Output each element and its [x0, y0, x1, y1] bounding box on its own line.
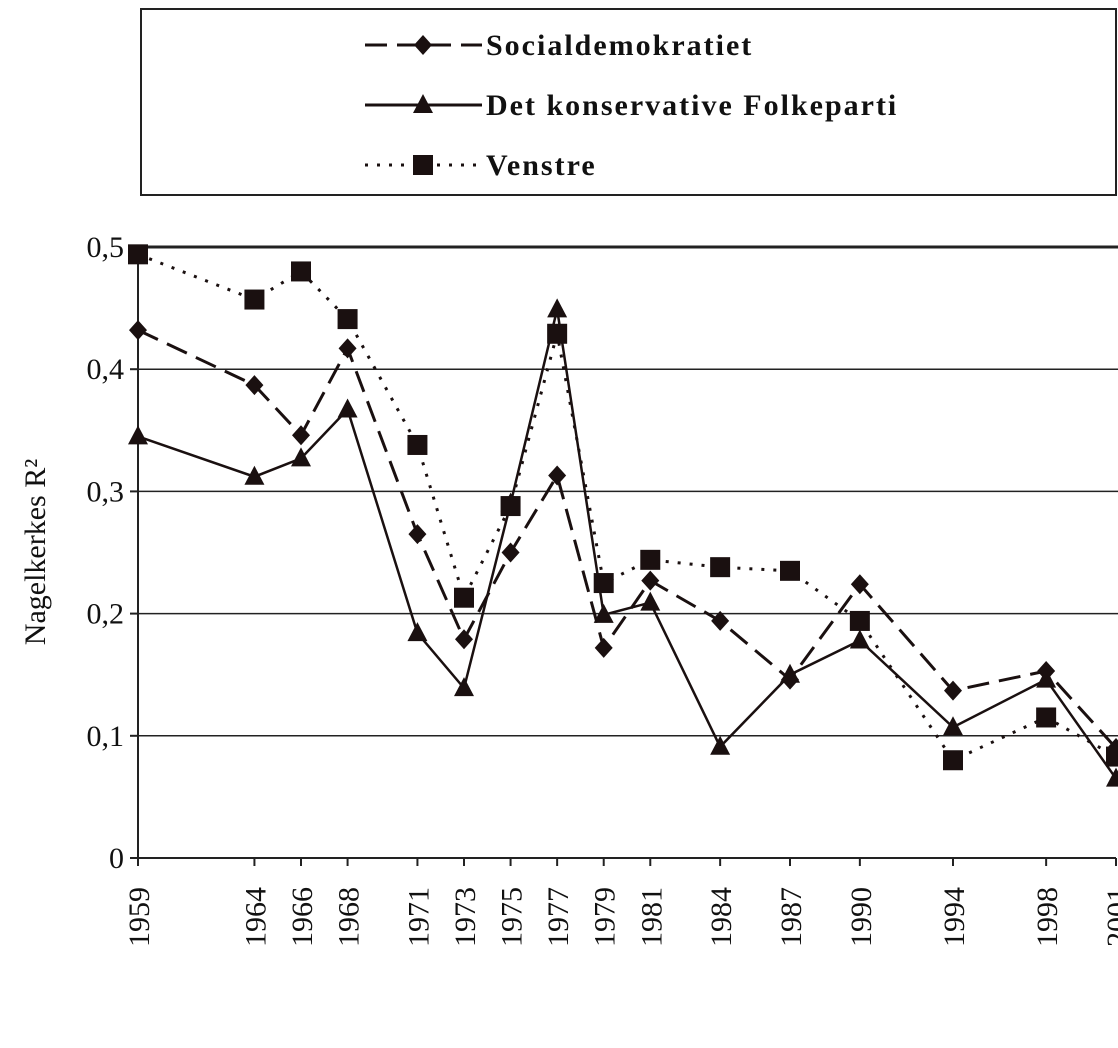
y-tick-label: 0,2	[87, 598, 125, 631]
x-tick-label: 1987	[775, 887, 808, 947]
data-point	[780, 560, 800, 581]
data-point	[500, 496, 521, 517]
data-point	[547, 323, 568, 344]
series-line	[137, 328, 1118, 750]
x-tick-label: 1981	[635, 887, 668, 947]
x-tick-label: 1971	[402, 887, 435, 947]
x-tick-label: 1973	[449, 887, 482, 947]
data-point	[548, 465, 567, 486]
data-point	[710, 557, 731, 578]
data-point	[245, 375, 264, 396]
legend-marker	[413, 94, 433, 113]
y-tick-label: 0,5	[87, 231, 125, 264]
x-tick-label: 1990	[845, 887, 878, 947]
legend-box	[140, 8, 1117, 196]
data-point	[407, 434, 428, 455]
x-tick-label: 1984	[705, 887, 738, 947]
data-point	[337, 309, 358, 330]
data-point	[711, 610, 730, 631]
data-point	[292, 425, 310, 446]
data-point	[1036, 707, 1057, 728]
data-point	[943, 750, 963, 771]
x-tick-label: 1979	[589, 887, 622, 947]
x-tick-label: 1959	[123, 887, 156, 947]
x-tick-label: 1994	[938, 887, 971, 947]
series-line	[137, 252, 1117, 763]
x-tick-label: 1964	[239, 887, 272, 947]
data-point	[640, 591, 661, 611]
data-point	[129, 320, 147, 341]
data-point	[710, 735, 731, 755]
data-point	[454, 677, 474, 697]
data-point	[1106, 746, 1118, 767]
data-point	[128, 244, 148, 265]
data-point	[454, 587, 474, 608]
data-point	[640, 549, 661, 570]
data-point	[291, 261, 311, 282]
data-point	[594, 637, 613, 658]
x-tick-label: 1975	[496, 887, 529, 947]
x-tick-label: 1966	[286, 887, 319, 947]
y-tick-label: 0	[109, 842, 124, 875]
data-point	[849, 610, 870, 631]
data-point	[641, 570, 660, 591]
data-point	[944, 680, 962, 701]
data-point	[943, 716, 963, 736]
data-point	[455, 629, 473, 650]
data-point	[593, 573, 614, 594]
data-point	[291, 447, 311, 467]
legend-label: Venstre	[486, 149, 597, 182]
x-tick-label: 1998	[1031, 887, 1064, 947]
data-point	[128, 425, 148, 445]
data-point	[1036, 668, 1057, 688]
x-tick-label: 2001	[1101, 887, 1118, 947]
data-point	[244, 465, 265, 485]
data-point	[850, 574, 869, 595]
data-point	[338, 338, 357, 359]
x-tick-label: 1968	[333, 887, 366, 947]
data-point	[547, 298, 568, 318]
data-point	[593, 603, 614, 623]
legend-marker	[413, 155, 433, 175]
data-point	[780, 663, 800, 683]
data-point	[407, 622, 428, 642]
y-tick-label: 0,1	[87, 720, 125, 753]
data-point	[337, 398, 358, 418]
legend-label: Det konservative Folkeparti	[486, 89, 898, 122]
y-tick-label: 0,4	[87, 353, 125, 386]
series-line	[137, 309, 1118, 780]
data-point	[244, 289, 265, 310]
legend-label: Socialdemokratiet	[486, 29, 753, 62]
data-point	[1106, 767, 1118, 787]
legend-marker	[414, 35, 432, 55]
x-tick-label: 1977	[542, 887, 575, 947]
y-tick-label: 0,3	[87, 475, 125, 508]
data-point	[501, 542, 520, 563]
data-point	[849, 629, 870, 649]
y-axis-label: Nagelkerkes R²	[19, 459, 52, 645]
data-point	[408, 524, 427, 545]
